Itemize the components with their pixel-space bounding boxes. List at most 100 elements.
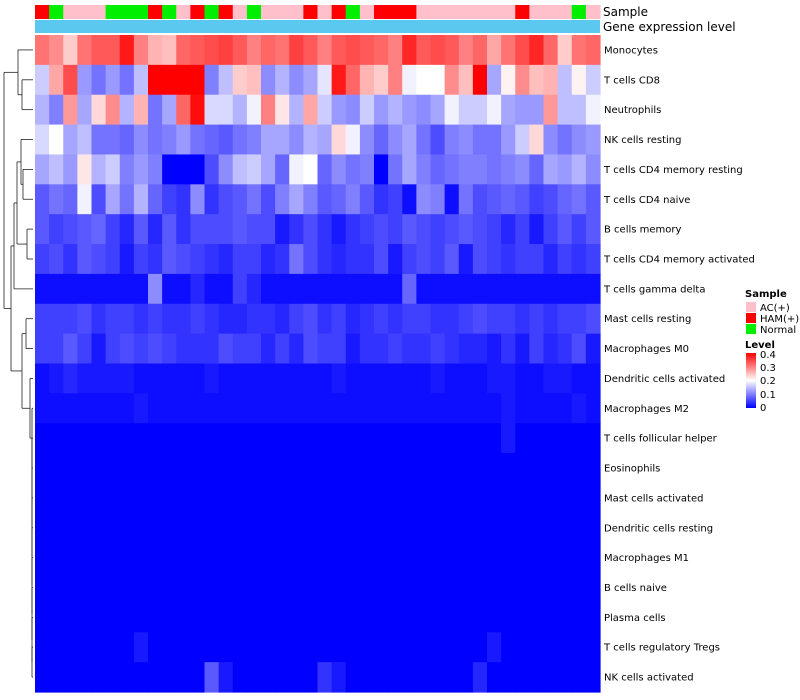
legend-label-ac: AC(+) (760, 303, 790, 314)
heatmap-cell (388, 632, 403, 663)
heatmap-cell (35, 64, 50, 96)
heatmap-cell (529, 303, 545, 335)
heatmap-cell (585, 214, 601, 245)
heatmap-cell (289, 482, 304, 514)
heatmap-cell (49, 303, 64, 335)
heatmap-cell (190, 124, 206, 156)
heatmap-cell (218, 184, 234, 215)
heatmap-cell (204, 303, 220, 335)
heatmap-cell (472, 542, 488, 574)
row-label: T cells CD4 memory activated (603, 254, 755, 265)
heatmap-cell (176, 184, 191, 215)
heatmap-cell (487, 35, 502, 66)
heatmap-cell (63, 572, 78, 604)
heatmap-cell (176, 512, 191, 544)
heatmap-cell (444, 184, 460, 215)
heatmap-cell (458, 542, 474, 574)
heatmap-cell (204, 393, 220, 424)
heatmap-cell (77, 363, 93, 394)
heatmap-cell (472, 572, 488, 604)
heatmap-cell (374, 393, 389, 424)
heatmap-cell (176, 482, 191, 514)
heatmap-cell (374, 184, 389, 215)
heatmap-cell (571, 632, 587, 663)
heatmap-cell (105, 273, 121, 305)
expression-annotation-bar (35, 20, 600, 33)
heatmap-cell (529, 244, 545, 275)
heatmap-cell (543, 273, 559, 305)
heatmap-cell (91, 64, 107, 96)
heatmap-cell (162, 333, 177, 365)
heatmap-cell (91, 512, 107, 544)
heatmap-cell (515, 423, 530, 454)
heatmap-cell (204, 64, 220, 96)
heatmap-cell (359, 124, 375, 156)
heatmap-cell (430, 35, 446, 66)
heatmap-cell (289, 124, 304, 156)
heatmap-cell (444, 124, 460, 156)
heatmap-cell (218, 35, 234, 66)
sample-annotation-cell (133, 5, 149, 19)
heatmap-cell (402, 602, 417, 633)
row-label: Eosinophils (604, 464, 660, 475)
heatmap-cell (63, 393, 78, 424)
heatmap-cell (571, 214, 587, 245)
heatmap-cell (501, 64, 516, 96)
heatmap-cell (303, 423, 319, 454)
heatmap-cell (430, 632, 446, 663)
heatmap-cell (119, 244, 135, 275)
heatmap-cell (402, 662, 417, 693)
heatmap-cell (204, 572, 220, 604)
heatmap-cell (289, 273, 304, 305)
sample-annotation-cell (585, 5, 601, 19)
heatmap-cell (63, 303, 78, 335)
heatmap-cell (35, 393, 50, 424)
heatmap-cell (317, 453, 333, 484)
heatmap-cell (232, 512, 248, 544)
row-label: B cells memory (604, 225, 681, 236)
heatmap-cell (77, 273, 93, 305)
level-tick-0: 0.4 (760, 350, 776, 361)
heatmap-cell (331, 94, 347, 126)
heatmap-cell (261, 244, 276, 275)
heatmap-cell (585, 363, 601, 394)
legend-swatch-normal (746, 324, 756, 334)
heatmap-cell (374, 423, 389, 454)
heatmap-cell (515, 35, 530, 66)
heatmap-cell (218, 273, 234, 305)
heatmap-cell (444, 333, 460, 365)
heatmap-cell (416, 632, 432, 663)
heatmap-cell (133, 35, 149, 66)
heatmap-cell (331, 214, 347, 245)
heatmap-cell (529, 64, 545, 96)
heatmap-cell (515, 393, 530, 424)
heatmap-cell (585, 512, 601, 544)
heatmap-cell (232, 124, 248, 156)
heatmap-cell (289, 244, 304, 275)
heatmap-cell (402, 333, 417, 365)
level-tick-1: 0.3 (760, 363, 776, 374)
heatmap-cell (515, 482, 530, 514)
heatmap-cell (204, 35, 220, 66)
heatmap-cell (303, 542, 319, 574)
heatmap-cell (204, 363, 220, 394)
heatmap-cell (557, 602, 573, 633)
heatmap-cell (359, 632, 375, 663)
heatmap-cell (63, 482, 78, 514)
heatmap-cell (571, 572, 587, 604)
heatmap-cell (374, 244, 389, 275)
heatmap-cell (472, 214, 488, 245)
heatmap-cell (148, 572, 163, 604)
heatmap-cell (204, 124, 220, 156)
heatmap-cell (218, 542, 234, 574)
heatmap-cell (232, 632, 248, 663)
heatmap-cell (261, 393, 276, 424)
heatmap-cell (557, 214, 573, 245)
heatmap-cell (487, 273, 502, 305)
heatmap-cell (557, 303, 573, 335)
heatmap-cell (317, 393, 333, 424)
heatmap-cell (148, 303, 163, 335)
heatmap-cell (232, 35, 248, 66)
sample-annotation-cell (501, 5, 516, 19)
heatmap-cell (585, 244, 601, 275)
